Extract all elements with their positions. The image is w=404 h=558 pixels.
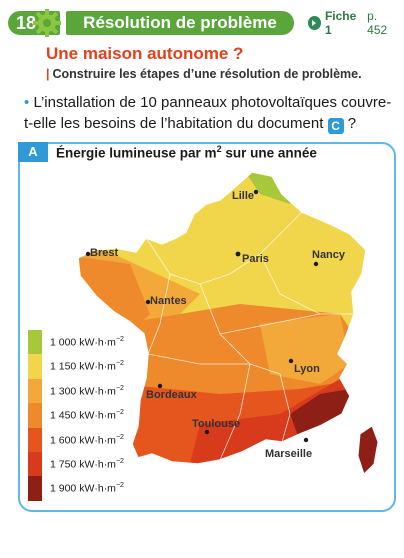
arrow-right-icon xyxy=(308,16,321,30)
legend-row: 1 750 kW·h·m−2 xyxy=(28,451,124,477)
legend-label: 1 450 kW·h·m−2 xyxy=(50,409,124,422)
legend-swatch xyxy=(28,330,42,355)
legend-label: 1 300 kW·h·m−2 xyxy=(50,384,124,398)
city-markers xyxy=(85,189,319,443)
legend-swatch xyxy=(28,476,42,501)
city-label-brest: Brest xyxy=(90,247,119,259)
question-text: L’installation de 10 panneaux photovolta… xyxy=(24,94,392,132)
legend-swatch xyxy=(28,354,42,379)
document-ref-badge: C xyxy=(327,118,344,134)
city-label-toulouse: Toulouse xyxy=(192,418,241,430)
document-title: Énergie lumineuse par m2 sur une année xyxy=(56,143,317,161)
legend-label: 1 900 kW·h·m−2 xyxy=(50,482,124,495)
document-letter: A xyxy=(18,142,48,162)
fiche-page: p. 452 xyxy=(367,9,388,37)
gear-icon xyxy=(33,9,61,37)
legend-swatch xyxy=(28,403,42,428)
legend-swatch xyxy=(28,378,42,404)
legend-label: 1 600 kW·h·m−2 xyxy=(50,433,124,447)
region-borders xyxy=(145,211,354,461)
instruction-bar: | xyxy=(46,67,50,81)
city-label-nancy: Nancy xyxy=(312,249,346,261)
legend-row: 1 450 kW·h·m−2 xyxy=(28,403,124,428)
city-label-marseille: Marseille xyxy=(265,448,313,460)
document-header: A Énergie lumineuse par m2 sur une année xyxy=(18,142,317,162)
fiche-label: Fiche 1 xyxy=(324,9,357,37)
city-label-nantes: Nantes xyxy=(150,295,187,307)
legend-swatch xyxy=(28,427,42,452)
subtitle: Une maison autonome ? xyxy=(46,44,244,63)
fiche-link[interactable]: Fiche 1 p. 452 xyxy=(308,9,398,37)
france-map xyxy=(77,171,379,475)
city-label-paris: Paris xyxy=(242,253,269,265)
legend-row: 1 150 kW·h·m−2 xyxy=(28,354,124,379)
exercise-title: Résolution de problème xyxy=(66,11,294,35)
legend-row: 1 600 kW·h·m−2 xyxy=(28,427,124,452)
city-label-bordeaux: Bordeaux xyxy=(146,389,197,401)
question: • L’installation de 10 panneaux photovol… xyxy=(24,92,396,134)
legend-row: 1 300 kW·h·m−2 xyxy=(28,378,124,404)
city-label-lille: Lille xyxy=(232,190,255,202)
legend-row: 1 000 kW·h·m−2 xyxy=(28,330,124,355)
instruction-text: Construire les étapes d’une résolution d… xyxy=(52,67,362,81)
map-legend: 1 000 kW·h·m−2 1 150 kW·h·m−2 1 300 kW·h·m… xyxy=(28,330,124,501)
legend-swatch xyxy=(28,451,42,477)
corsica xyxy=(357,425,379,475)
legend-row: 1 900 kW·h·m−2 xyxy=(28,476,124,501)
legend-label: 1 000 kW·h·m−2 xyxy=(50,335,124,349)
legend-label: 1 750 kW·h·m−2 xyxy=(50,457,124,471)
city-label-lyon: Lyon xyxy=(294,363,320,375)
bullet-icon: • xyxy=(24,94,30,111)
instruction: | Construire les étapes d’une résolution … xyxy=(46,67,362,81)
exercise-header: 18 Résolution de problème Fiche 1 p. 452 xyxy=(6,9,398,37)
legend-label: 1 150 kW·h·m−2 xyxy=(50,360,124,373)
question-end: ? xyxy=(347,115,357,132)
